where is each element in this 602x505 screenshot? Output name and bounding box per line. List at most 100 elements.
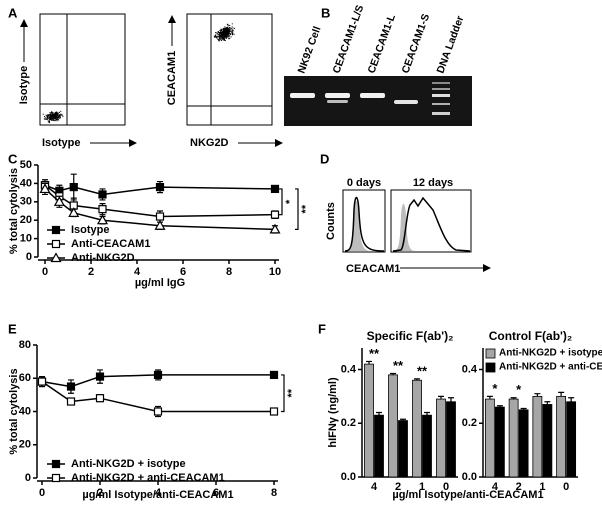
- legend-marker: [51, 239, 61, 249]
- legend-marker: [51, 459, 61, 469]
- y-axis-label: % total cytolysis: [8, 368, 20, 454]
- x-tick-label: 4: [492, 481, 499, 493]
- y-axis-label: Counts: [325, 202, 337, 240]
- significance-label: **: [393, 358, 404, 373]
- error-bar: [510, 397, 517, 400]
- y-axis-label: % total cytolysis: [8, 168, 20, 254]
- significance-label: **: [300, 204, 312, 213]
- marker: [95, 394, 105, 403]
- histogram-fill: [393, 203, 416, 251]
- gel-band: [360, 93, 385, 98]
- significance-bracket: [279, 188, 283, 216]
- legend-label: Anti-NKG2D: [71, 252, 135, 264]
- y-tick-label: 0.4: [462, 363, 478, 375]
- marker: [269, 407, 279, 416]
- panel-letter: F: [318, 321, 326, 336]
- marker: [270, 184, 280, 194]
- panel-letter: E: [8, 321, 17, 336]
- marker: [153, 407, 163, 416]
- error-bar: [558, 391, 565, 397]
- y-tick-label: 40: [19, 405, 31, 417]
- error-bar: [496, 405, 503, 408]
- y-tick-label: 50: [20, 159, 32, 171]
- significance-bracket: [281, 374, 285, 413]
- marker: [270, 210, 280, 219]
- x-tick-label: 0: [42, 266, 48, 278]
- flow-plot-frame: [39, 13, 126, 126]
- x-tick-label: 4: [134, 266, 141, 278]
- ladder-band: [432, 103, 450, 105]
- marker: [53, 196, 65, 206]
- x-axis-label: Isotype: [42, 137, 81, 149]
- marker: [39, 183, 51, 194]
- bar: [412, 379, 422, 478]
- marker: [68, 207, 80, 217]
- significance-label: **: [286, 388, 298, 397]
- marker: [269, 370, 279, 380]
- x-tick-label: 4: [371, 481, 378, 493]
- marker: [96, 214, 109, 225]
- gel-band: [327, 100, 348, 103]
- ladder-band: [432, 112, 450, 115]
- legend-label: Anti-NKG2D + isotype: [499, 348, 602, 359]
- x-tick-label: 1: [419, 481, 425, 493]
- y-tick-label: 30: [20, 196, 32, 208]
- legend-label: Anti-NKG2D + anti-CEACAM1: [71, 472, 225, 484]
- error-bar: [544, 401, 551, 405]
- significance-bracket: [295, 188, 299, 230]
- significance-label: *: [516, 382, 522, 397]
- bar: [494, 406, 505, 478]
- significance-label: **: [369, 346, 380, 361]
- legend-marker: [50, 252, 62, 263]
- panel-letter: D: [320, 151, 329, 166]
- legend-label: Anti-NKG2D + isotype: [71, 458, 186, 470]
- y-tick-label: 10: [20, 233, 32, 245]
- x-tick-label: 6: [213, 487, 219, 499]
- x-tick-label: 4: [155, 487, 162, 499]
- x-tick-label: 8: [271, 487, 277, 499]
- flow-dots: [213, 23, 236, 42]
- marker: [66, 382, 76, 391]
- y-axis-label: Isotype: [18, 66, 30, 105]
- y-tick-label: 0.2: [341, 417, 356, 429]
- y-tick-label: 20: [19, 439, 31, 451]
- bar: [532, 395, 543, 478]
- marker: [37, 377, 47, 386]
- error-bar: [390, 372, 396, 375]
- error-bar: [366, 360, 372, 365]
- x-axis-label: CEACAM1: [346, 263, 400, 275]
- bar: [364, 363, 374, 478]
- histogram-curve: [392, 196, 471, 252]
- error-bar: [448, 397, 454, 402]
- significance-label: *: [492, 381, 498, 396]
- marker: [154, 219, 166, 230]
- bar: [556, 395, 567, 478]
- x-tick-label: 1: [539, 481, 545, 493]
- error-bar: [424, 411, 430, 416]
- ladder-band: [432, 88, 450, 90]
- y-tick-label: 0.4: [341, 363, 357, 375]
- marker: [66, 397, 76, 406]
- x-tick-label: 2: [395, 481, 401, 493]
- y-tick-label: 0: [25, 472, 31, 484]
- bar: [446, 401, 456, 478]
- legend-label: Isotype: [71, 224, 110, 236]
- series-line: [44, 188, 276, 231]
- error-bar: [568, 397, 575, 402]
- x-tick-label: 2: [88, 266, 94, 278]
- x-tick-label: 0: [443, 481, 449, 493]
- bar: [508, 398, 519, 478]
- x-axis-label: µg/ml IgG: [135, 277, 185, 289]
- gel-band: [394, 100, 418, 104]
- gel: [284, 76, 472, 126]
- x-axis-label: µg/ml Isotype/anti-CEACAM1: [82, 489, 233, 501]
- y-axis-label: CEACAM1: [166, 51, 178, 105]
- significance-label: **: [417, 363, 428, 378]
- marker: [269, 223, 281, 234]
- x-tick-label: 0: [39, 487, 45, 499]
- panel-letter: C: [8, 151, 18, 166]
- error-bar: [486, 395, 493, 400]
- significance-label: *: [284, 199, 296, 204]
- histogram-title: 0 days: [347, 177, 381, 189]
